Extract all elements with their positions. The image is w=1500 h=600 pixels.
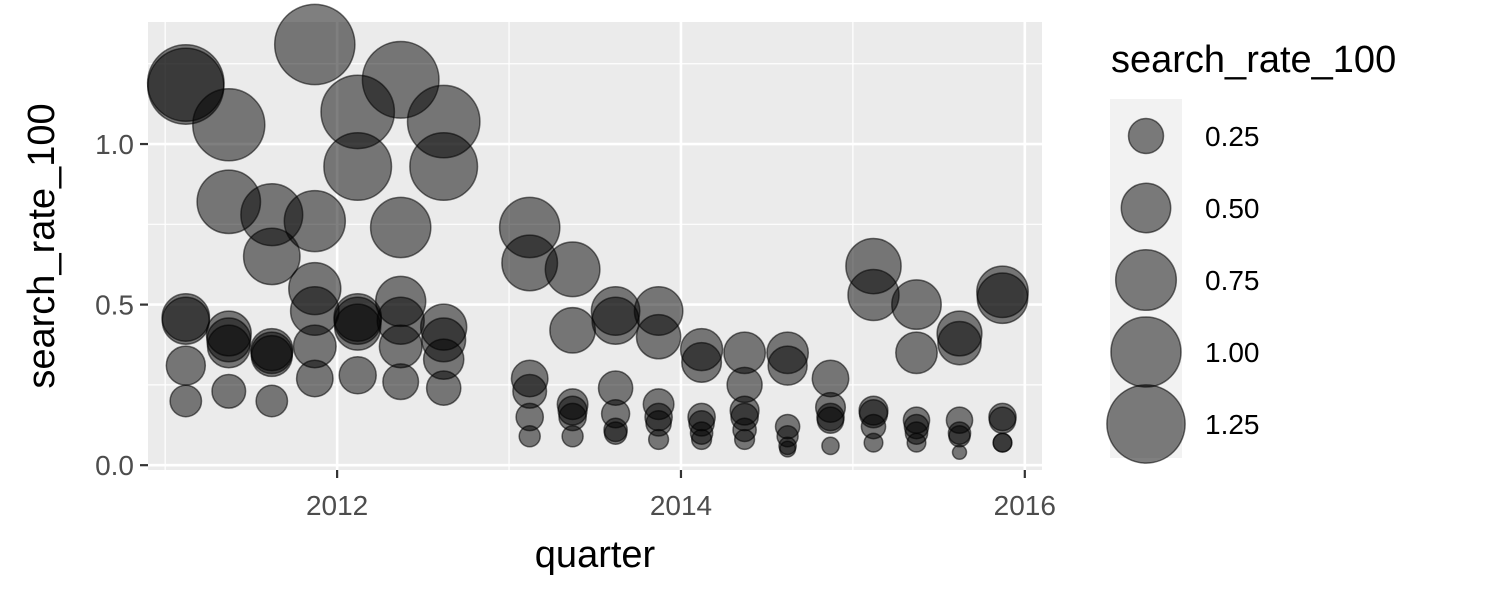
data-point — [635, 313, 682, 360]
data-point — [895, 331, 938, 375]
data-point — [976, 272, 1029, 325]
y-axis: 0.0 0.5 1.0 — [95, 129, 148, 481]
legend-key-symbol — [1110, 316, 1182, 388]
data-point — [425, 370, 462, 406]
data-point — [988, 406, 1017, 435]
data-point — [549, 306, 597, 354]
legend-label: 0.75 — [1205, 265, 1260, 296]
data-point — [733, 428, 756, 451]
legend-key-symbol — [1106, 384, 1186, 464]
data-point — [561, 425, 584, 448]
legend-items: 0.25 0.50 0.75 1.00 1.25 — [1106, 117, 1260, 464]
data-point — [161, 296, 211, 345]
data-point — [811, 359, 850, 398]
data-point — [518, 425, 541, 448]
data-point — [681, 341, 723, 383]
data-point — [211, 373, 247, 409]
legend-label: 1.25 — [1205, 409, 1260, 440]
data-point — [250, 334, 293, 378]
data-point — [242, 227, 301, 286]
data-point — [992, 432, 1013, 453]
legend-label: 1.00 — [1205, 337, 1260, 368]
data-point — [323, 131, 393, 202]
data-point — [591, 296, 640, 345]
data-point — [948, 425, 971, 448]
data-point — [779, 440, 797, 458]
data-point — [409, 131, 479, 202]
data-point — [165, 345, 207, 386]
data-point — [821, 436, 840, 456]
data-point — [690, 428, 713, 451]
data-point — [378, 324, 423, 369]
y-tick-label: 1.0 — [95, 129, 134, 160]
x-tick-label: 2012 — [306, 490, 368, 521]
data-point — [767, 345, 808, 386]
data-point — [206, 324, 251, 369]
y-axis-title: search_rate_100 — [21, 103, 63, 388]
data-point — [544, 241, 601, 298]
data-point — [951, 444, 968, 461]
data-point — [255, 384, 289, 418]
data-point — [382, 363, 420, 401]
data-point — [338, 356, 377, 395]
data-point — [647, 428, 670, 451]
data-point — [847, 268, 900, 322]
data-point — [169, 384, 203, 418]
x-axis: 2012 2014 2016 — [306, 470, 1056, 521]
legend-key-symbol — [1120, 182, 1172, 234]
legend-key-symbol — [1127, 117, 1165, 155]
data-point — [273, 3, 356, 86]
y-tick-label: 0.5 — [95, 290, 134, 321]
data-point — [369, 196, 432, 259]
legend-label: 0.25 — [1205, 121, 1260, 152]
data-points — [146, 3, 1029, 461]
legend-key-symbol — [1114, 248, 1178, 312]
data-point — [333, 303, 382, 351]
data-point — [295, 359, 334, 398]
x-tick-label: 2014 — [650, 490, 712, 521]
legend-label: 0.50 — [1205, 193, 1260, 224]
y-tick-label: 0.0 — [95, 450, 134, 481]
x-tick-label: 2016 — [994, 490, 1056, 521]
data-point — [891, 279, 942, 331]
legend-title: search_rate_100 — [1111, 39, 1396, 81]
legend: search_rate_100 0.25 0.50 0.75 1.00 1.25 — [1106, 39, 1396, 464]
data-point — [603, 421, 628, 445]
data-point — [192, 88, 266, 162]
data-point — [906, 432, 927, 453]
data-point — [283, 189, 347, 253]
data-point — [816, 406, 845, 435]
data-point — [937, 320, 982, 366]
data-point — [863, 432, 884, 453]
x-axis-title: quarter — [535, 534, 656, 576]
